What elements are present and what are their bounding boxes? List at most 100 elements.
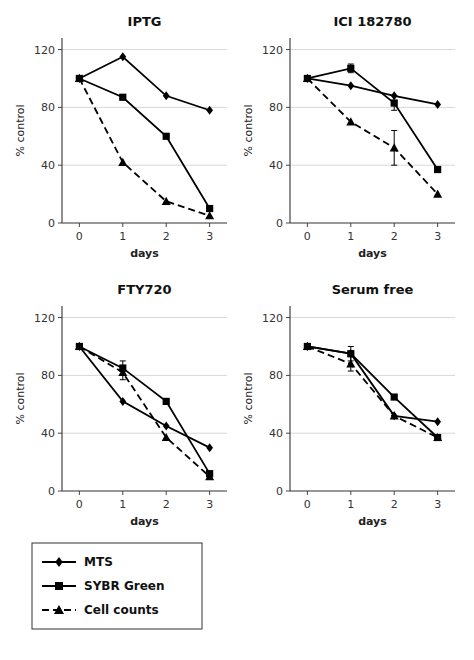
- x-tick-label: 2: [163, 230, 170, 243]
- legend-marker: [54, 605, 64, 614]
- point: [304, 74, 311, 83]
- x-axis-label: days: [358, 247, 387, 260]
- plot-area: [303, 342, 442, 441]
- error-bar: [348, 346, 354, 360]
- series-line: [79, 57, 209, 110]
- x-tick: [122, 223, 123, 227]
- legend-label: SYBR Green: [84, 579, 164, 593]
- error-bar: [348, 64, 354, 73]
- x-axis: [290, 222, 455, 223]
- x-tick: [79, 223, 80, 227]
- y-tick-label: 80: [41, 101, 55, 114]
- grid-line: [62, 491, 227, 492]
- point: [206, 205, 213, 212]
- point: [205, 211, 214, 219]
- series-line: [307, 78, 437, 194]
- point: [206, 106, 213, 115]
- legend-marker: [55, 582, 63, 590]
- grid-line: [62, 433, 227, 434]
- x-tick-label: 1: [347, 498, 354, 511]
- point: [391, 99, 398, 106]
- point: [434, 100, 441, 109]
- x-tick: [209, 223, 210, 227]
- point: [76, 342, 83, 351]
- x-tick-label: 2: [391, 498, 398, 511]
- y-axis: [61, 38, 62, 223]
- legend-label: Cell counts: [84, 603, 159, 617]
- grid-line: [290, 491, 455, 492]
- panel: 040801200123FTY720days% control: [14, 282, 227, 528]
- point: [304, 342, 311, 351]
- panel: 040801200123ICI 182780days% control: [242, 14, 455, 260]
- point: [206, 470, 213, 477]
- grid-line: [62, 317, 227, 318]
- x-tick-label: 1: [119, 230, 126, 243]
- y-axis-label: % control: [242, 372, 255, 424]
- plot-area: [75, 52, 214, 219]
- y-tick-label: 120: [34, 44, 55, 57]
- figure: 040801200123IPTGdays% control04080120012…: [0, 0, 474, 660]
- y-tick-label: 120: [34, 312, 55, 325]
- plot-area: [303, 64, 442, 198]
- x-axis: [290, 490, 455, 491]
- series-line: [307, 68, 437, 169]
- panel-title: IPTG: [128, 14, 162, 29]
- point: [346, 117, 355, 125]
- point: [75, 342, 84, 350]
- grid-line: [62, 375, 227, 376]
- x-tick-label: 3: [434, 230, 441, 243]
- panel-title: FTY720: [117, 282, 171, 297]
- point: [119, 52, 126, 61]
- x-tick-label: 0: [76, 498, 83, 511]
- legend-marker: [55, 557, 63, 567]
- point: [119, 94, 126, 101]
- panel: 040801200123Serum freedays% control: [242, 282, 455, 528]
- y-axis-label: % control: [14, 372, 27, 424]
- x-tick: [350, 223, 351, 227]
- series-line: [79, 346, 209, 447]
- point: [434, 434, 441, 441]
- grid-line: [62, 223, 227, 224]
- x-tick-label: 1: [119, 498, 126, 511]
- legend-box: [32, 543, 202, 629]
- x-tick-label: 2: [163, 498, 170, 511]
- y-tick-label: 120: [262, 312, 283, 325]
- y-axis-label: % control: [14, 104, 27, 156]
- point: [304, 343, 311, 350]
- point: [390, 143, 399, 151]
- point: [163, 91, 170, 100]
- panel-title: Serum free: [332, 282, 414, 297]
- x-tick-label: 0: [304, 230, 311, 243]
- grid-line: [290, 317, 455, 318]
- point: [391, 393, 398, 400]
- point: [304, 75, 311, 82]
- y-tick-label: 40: [269, 159, 283, 172]
- point: [119, 365, 126, 372]
- point: [119, 397, 126, 406]
- point: [391, 411, 398, 420]
- point: [75, 74, 84, 82]
- point: [433, 433, 442, 441]
- y-tick-label: 120: [262, 44, 283, 57]
- point: [206, 443, 213, 452]
- series-line: [79, 78, 209, 215]
- x-tick: [437, 223, 438, 227]
- grid-line: [62, 165, 227, 166]
- plot-area: [75, 342, 214, 480]
- point: [346, 359, 355, 367]
- panel-title: ICI 182780: [333, 14, 411, 29]
- point: [163, 421, 170, 430]
- series-line: [307, 78, 437, 104]
- y-tick-label: 0: [276, 217, 283, 230]
- x-tick-label: 3: [206, 498, 213, 511]
- series-line: [79, 78, 209, 208]
- y-tick-label: 40: [41, 159, 55, 172]
- series-line: [79, 346, 209, 476]
- point: [433, 190, 442, 198]
- panel: 040801200123IPTGdays% control: [14, 14, 227, 260]
- grid-line: [62, 49, 227, 50]
- point: [434, 417, 441, 426]
- x-tick-label: 1: [347, 230, 354, 243]
- x-tick-label: 0: [304, 498, 311, 511]
- grid-line: [290, 49, 455, 50]
